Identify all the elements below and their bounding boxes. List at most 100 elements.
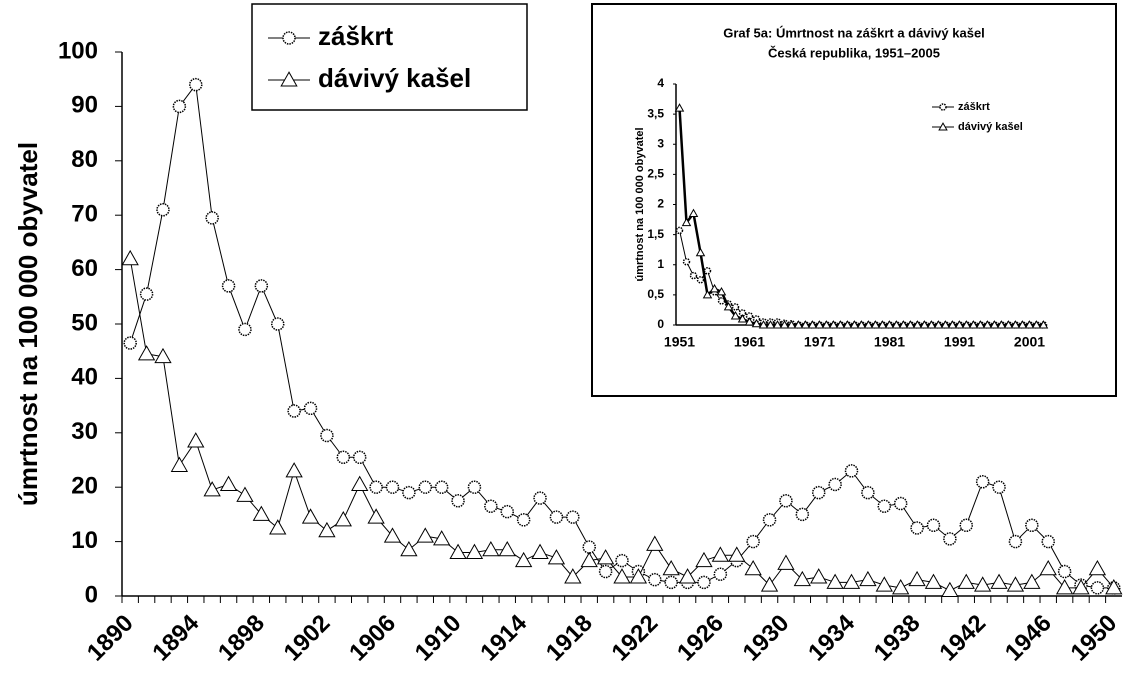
data-point [968,320,979,329]
data-point [172,99,187,114]
y-tick-label: 60 [71,255,98,282]
x-tick-label: 1922 [606,610,663,667]
data-point [664,575,678,590]
data-point [598,564,613,579]
data-point [682,257,691,266]
data-point [1024,320,1035,329]
data-point [947,320,958,329]
data-point [695,247,706,257]
data-point [351,475,369,491]
data-point [434,480,449,494]
data-point [1008,534,1023,549]
data-point [238,322,252,337]
y-axis-label: úmrtnost na 100 000 obyvatel [13,142,43,506]
data-point [596,549,615,565]
x-tick-label: 1942 [934,610,991,667]
data-point [877,320,888,329]
y-tick-label: 0 [657,317,664,331]
data-point [728,546,746,562]
data-point [675,226,684,235]
data-point [1023,573,1041,589]
y-tick-label: 20 [71,473,98,500]
data-point [744,559,762,576]
y-tick-label: 2,5 [647,167,664,181]
data-point [957,573,975,589]
data-point [826,573,844,589]
data-point [1010,320,1021,329]
data-point [1041,534,1055,549]
data-point [320,428,334,443]
x-tick-label: 1894 [147,609,204,666]
x-tick-label: 1971 [804,334,835,350]
data-point [318,521,336,538]
data-point [811,485,826,500]
data-point [662,559,680,576]
data-point [1057,564,1072,579]
data-point [908,570,926,587]
data-point [762,513,777,527]
data-point [975,475,990,489]
data-point [910,521,924,535]
x-tick-label: 1961 [734,334,765,350]
data-point [989,320,1000,329]
data-point [498,540,516,557]
data-point [996,320,1007,329]
data-point [1025,518,1039,533]
data-point [433,530,451,546]
data-point [711,546,730,562]
data-point [187,432,205,448]
data-point [549,510,564,524]
y-tick-label: 1 [657,257,664,271]
data-point [137,345,156,361]
y-tick-label: 80 [71,146,98,173]
x-tick-label: 2001 [1014,334,1045,350]
legend-marker [938,122,948,131]
data-point [765,320,776,329]
data-point [731,303,740,311]
data-point [795,507,810,522]
data-point [842,320,853,329]
data-point [893,496,908,511]
data-point [1038,320,1049,329]
data-point [170,456,189,472]
data-point [383,527,402,543]
data-point [367,508,385,524]
data-point [1090,581,1105,595]
data-point [301,508,320,524]
legend-marker [280,71,298,87]
data-point [236,486,254,502]
data-point [975,320,986,329]
data-point [842,573,861,589]
data-point [912,320,923,329]
data-point [582,540,596,554]
data-point [287,404,301,418]
data-point [891,320,902,329]
data-point [566,510,580,524]
data-point [674,103,685,112]
inset-subtitle: Česká republika, 1951–2005 [768,45,940,60]
data-point [758,320,769,329]
x-tick-label: 1910 [410,610,467,667]
data-point [933,320,944,329]
inset-title: Graf 5a: Úmrtnost na záškrt a dávivý kaš… [723,25,985,40]
data-point [1031,320,1042,329]
x-tick-label: 1914 [475,609,532,666]
x-tick-label: 1918 [541,610,598,667]
data-point [451,494,465,508]
x-tick-label: 1902 [279,610,336,667]
data-point [646,535,664,551]
data-point [905,320,916,329]
x-tick-label: 1898 [213,610,270,667]
data-point [484,499,498,513]
data-point [1006,576,1025,592]
data-point [856,320,867,329]
y-tick-label: 3,5 [647,106,664,120]
data-point [810,568,828,584]
data-point [252,505,271,521]
data-point [123,336,137,350]
data-point [849,320,860,329]
data-point [336,450,351,465]
data-point [465,543,484,559]
y-tick-label: 1,5 [647,227,664,241]
y-tick-label: 40 [71,364,98,391]
